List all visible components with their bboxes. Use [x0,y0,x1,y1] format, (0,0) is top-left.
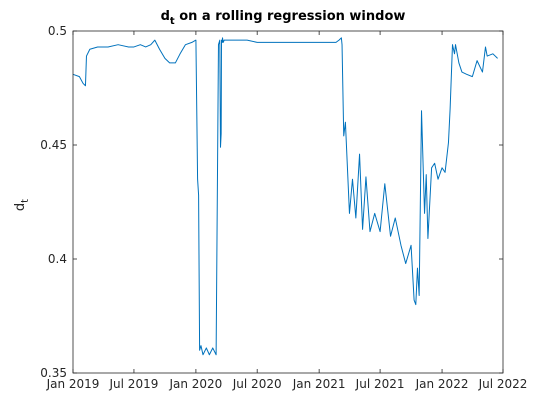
y-axis-ticks: 0.35 0.4 0.45 0.5 [40,24,503,380]
plot-area: Jan 2019 Jul 2019 Jan 2020 Jul 2020 Jan 2021… [40,24,527,391]
y-tick-label: 0.35 [40,366,67,380]
x-axis-ticks: Jan 2019 Jul 2019 Jan 2020 Jul 2020 Jan 2021… [46,31,528,391]
chart-title-subscript: t [170,16,175,27]
y-tick-label: 0.5 [48,24,67,38]
y-axis-label: dt [13,199,31,211]
chart-title-rest: on a rolling regression window [175,9,406,24]
x-tick-label: Jul 2020 [232,377,282,391]
x-tick-label: Jan 2020 [168,377,222,391]
x-tick-label: Jul 2021 [355,377,405,391]
y-tick-label: 0.4 [48,252,67,266]
chart-title: dt on a rolling regression window [161,9,406,27]
axes-box [72,30,504,374]
x-tick-label: Jan 2021 [292,377,346,391]
y-axis-label-main: d [13,203,28,211]
series-line-0 [72,37,498,356]
x-tick-label: Jan 2019 [46,377,100,391]
series-group [72,37,498,356]
x-tick-label: Jul 2019 [109,377,159,391]
y-axis-label-subscript: t [20,199,31,203]
x-tick-label: Jan 2022 [415,377,469,391]
x-tick-label: Jul 2022 [478,377,528,391]
y-tick-label: 0.45 [40,138,67,152]
chart-title-main: d [161,9,170,24]
